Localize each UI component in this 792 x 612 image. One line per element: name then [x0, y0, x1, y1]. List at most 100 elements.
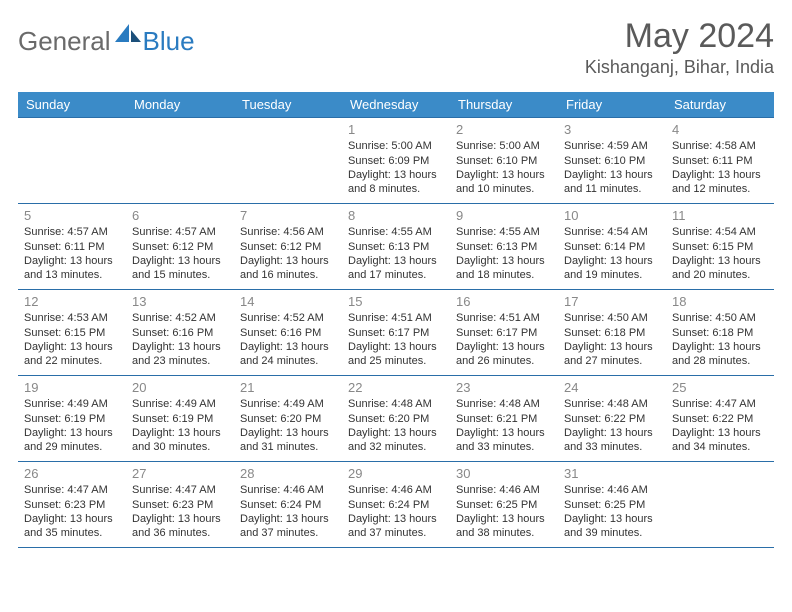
- calendar-cell: 10Sunrise: 4:54 AMSunset: 6:14 PMDayligh…: [558, 204, 666, 290]
- sunrise-line: Sunrise: 4:59 AM: [564, 139, 660, 153]
- calendar-cell: 31Sunrise: 4:46 AMSunset: 6:25 PMDayligh…: [558, 462, 666, 548]
- sunrise-line: Sunrise: 4:46 AM: [240, 483, 336, 497]
- sunset-line: Sunset: 6:20 PM: [348, 412, 444, 426]
- calendar-cell: 14Sunrise: 4:52 AMSunset: 6:16 PMDayligh…: [234, 290, 342, 376]
- day-number: 8: [348, 208, 444, 223]
- sunset-line: Sunset: 6:12 PM: [240, 240, 336, 254]
- day-details: Sunrise: 5:00 AMSunset: 6:10 PMDaylight:…: [456, 139, 552, 196]
- calendar-table: Sunday Monday Tuesday Wednesday Thursday…: [18, 92, 774, 548]
- daylight-line-2: and 30 minutes.: [132, 440, 228, 454]
- sunset-line: Sunset: 6:24 PM: [240, 498, 336, 512]
- calendar-cell: 9Sunrise: 4:55 AMSunset: 6:13 PMDaylight…: [450, 204, 558, 290]
- sunrise-line: Sunrise: 4:49 AM: [132, 397, 228, 411]
- weekday-header: Thursday: [450, 92, 558, 118]
- calendar-cell: 29Sunrise: 4:46 AMSunset: 6:24 PMDayligh…: [342, 462, 450, 548]
- calendar-cell: 23Sunrise: 4:48 AMSunset: 6:21 PMDayligh…: [450, 376, 558, 462]
- sunset-line: Sunset: 6:13 PM: [348, 240, 444, 254]
- day-details: Sunrise: 4:47 AMSunset: 6:23 PMDaylight:…: [24, 483, 120, 540]
- day-number: 21: [240, 380, 336, 395]
- sunrise-line: Sunrise: 4:48 AM: [456, 397, 552, 411]
- daylight-line-1: Daylight: 13 hours: [672, 340, 768, 354]
- calendar-cell: 27Sunrise: 4:47 AMSunset: 6:23 PMDayligh…: [126, 462, 234, 548]
- daylight-line-2: and 34 minutes.: [672, 440, 768, 454]
- sunrise-line: Sunrise: 4:46 AM: [456, 483, 552, 497]
- sunrise-line: Sunrise: 4:57 AM: [24, 225, 120, 239]
- sunset-line: Sunset: 6:19 PM: [132, 412, 228, 426]
- daylight-line-1: Daylight: 13 hours: [24, 512, 120, 526]
- weekday-header: Friday: [558, 92, 666, 118]
- day-details: Sunrise: 4:47 AMSunset: 6:22 PMDaylight:…: [672, 397, 768, 454]
- calendar-cell: 5 Sunrise: 4:57 AMSunset: 6:11 PMDaylight…: [18, 204, 126, 290]
- daylight-line-1: Daylight: 13 hours: [132, 254, 228, 268]
- location: Kishanganj, Bihar, India: [585, 57, 774, 78]
- day-number: 17: [564, 294, 660, 309]
- daylight-line-1: Daylight: 13 hours: [564, 340, 660, 354]
- calendar-cell: 30Sunrise: 4:46 AMSunset: 6:25 PMDayligh…: [450, 462, 558, 548]
- calendar-row: 5Sunrise: 4:57 AMSunset: 6:11 PMDaylight…: [18, 204, 774, 290]
- daylight-line-1: Daylight: 13 hours: [564, 512, 660, 526]
- daylight-line-1: Daylight: 13 hours: [132, 512, 228, 526]
- daylight-line-2: and 16 minutes.: [240, 268, 336, 282]
- daylight-line-1: Daylight: 13 hours: [564, 254, 660, 268]
- daylight-line-2: and 19 minutes.: [564, 268, 660, 282]
- calendar-row: 12Sunrise: 4:53 AMSunset: 6:15 PMDayligh…: [18, 290, 774, 376]
- daylight-line-1: Daylight: 13 hours: [24, 340, 120, 354]
- daylight-line-1: Daylight: 13 hours: [672, 254, 768, 268]
- calendar-cell: 4Sunrise: 4:58 AMSunset: 6:11 PMDaylight…: [666, 118, 774, 204]
- daylight-line-1: Daylight: 13 hours: [672, 168, 768, 182]
- calendar-body: 1Sunrise: 5:00 AMSunset: 6:09 PMDaylight…: [18, 118, 774, 548]
- day-details: Sunrise: 4:46 AMSunset: 6:25 PMDaylight:…: [564, 483, 660, 540]
- logo-text-blue: Blue: [143, 26, 195, 57]
- day-number: 30: [456, 466, 552, 481]
- daylight-line-2: and 38 minutes.: [456, 526, 552, 540]
- daylight-line-2: and 17 minutes.: [348, 268, 444, 282]
- calendar-cell: 26Sunrise: 4:47 AMSunset: 6:23 PMDayligh…: [18, 462, 126, 548]
- sunrise-line: Sunrise: 4:46 AM: [564, 483, 660, 497]
- daylight-line-1: Daylight: 13 hours: [132, 340, 228, 354]
- sunrise-line: Sunrise: 4:49 AM: [240, 397, 336, 411]
- sunrise-line: Sunrise: 4:56 AM: [240, 225, 336, 239]
- sunrise-line: Sunrise: 4:46 AM: [348, 483, 444, 497]
- calendar-row: 19Sunrise: 4:49 AMSunset: 6:19 PMDayligh…: [18, 376, 774, 462]
- sunset-line: Sunset: 6:17 PM: [348, 326, 444, 340]
- day-number: 22: [348, 380, 444, 395]
- daylight-line-2: and 31 minutes.: [240, 440, 336, 454]
- day-number: 2: [456, 122, 552, 137]
- sunrise-line: Sunrise: 4:47 AM: [672, 397, 768, 411]
- weekday-header: Sunday: [18, 92, 126, 118]
- day-number: 4: [672, 122, 768, 137]
- day-details: Sunrise: 4:46 AMSunset: 6:24 PMDaylight:…: [240, 483, 336, 540]
- daylight-line-2: and 15 minutes.: [132, 268, 228, 282]
- day-details: Sunrise: 4:48 AMSunset: 6:22 PMDaylight:…: [564, 397, 660, 454]
- title-block: May 2024 Kishanganj, Bihar, India: [585, 18, 774, 78]
- daylight-line-1: Daylight: 13 hours: [456, 254, 552, 268]
- sunset-line: Sunset: 6:17 PM: [456, 326, 552, 340]
- sunrise-line: Sunrise: 4:50 AM: [672, 311, 768, 325]
- weekday-header: Saturday: [666, 92, 774, 118]
- daylight-line-1: Daylight: 13 hours: [240, 512, 336, 526]
- calendar-cell: 15Sunrise: 4:51 AMSunset: 6:17 PMDayligh…: [342, 290, 450, 376]
- day-number: 23: [456, 380, 552, 395]
- sunrise-line: Sunrise: 4:58 AM: [672, 139, 768, 153]
- calendar-cell: 3Sunrise: 4:59 AMSunset: 6:10 PMDaylight…: [558, 118, 666, 204]
- day-number: 5: [24, 208, 120, 223]
- calendar-row: 26Sunrise: 4:47 AMSunset: 6:23 PMDayligh…: [18, 462, 774, 548]
- sunset-line: Sunset: 6:12 PM: [132, 240, 228, 254]
- sunset-line: Sunset: 6:18 PM: [672, 326, 768, 340]
- sunset-line: Sunset: 6:16 PM: [240, 326, 336, 340]
- daylight-line-1: Daylight: 13 hours: [348, 254, 444, 268]
- daylight-line-1: Daylight: 13 hours: [564, 168, 660, 182]
- day-number: 28: [240, 466, 336, 481]
- sunrise-line: Sunrise: 4:55 AM: [348, 225, 444, 239]
- day-details: Sunrise: 4:57 AMSunset: 6:11 PMDaylight:…: [24, 225, 120, 282]
- day-details: Sunrise: 4:51 AMSunset: 6:17 PMDaylight:…: [456, 311, 552, 368]
- daylight-line-2: and 33 minutes.: [456, 440, 552, 454]
- day-number: 6: [132, 208, 228, 223]
- day-details: Sunrise: 4:57 AMSunset: 6:12 PMDaylight:…: [132, 225, 228, 282]
- day-number: 16: [456, 294, 552, 309]
- sunset-line: Sunset: 6:11 PM: [24, 240, 120, 254]
- day-details: Sunrise: 4:55 AMSunset: 6:13 PMDaylight:…: [348, 225, 444, 282]
- sunset-line: Sunset: 6:13 PM: [456, 240, 552, 254]
- day-details: Sunrise: 4:50 AMSunset: 6:18 PMDaylight:…: [564, 311, 660, 368]
- day-details: Sunrise: 4:53 AMSunset: 6:15 PMDaylight:…: [24, 311, 120, 368]
